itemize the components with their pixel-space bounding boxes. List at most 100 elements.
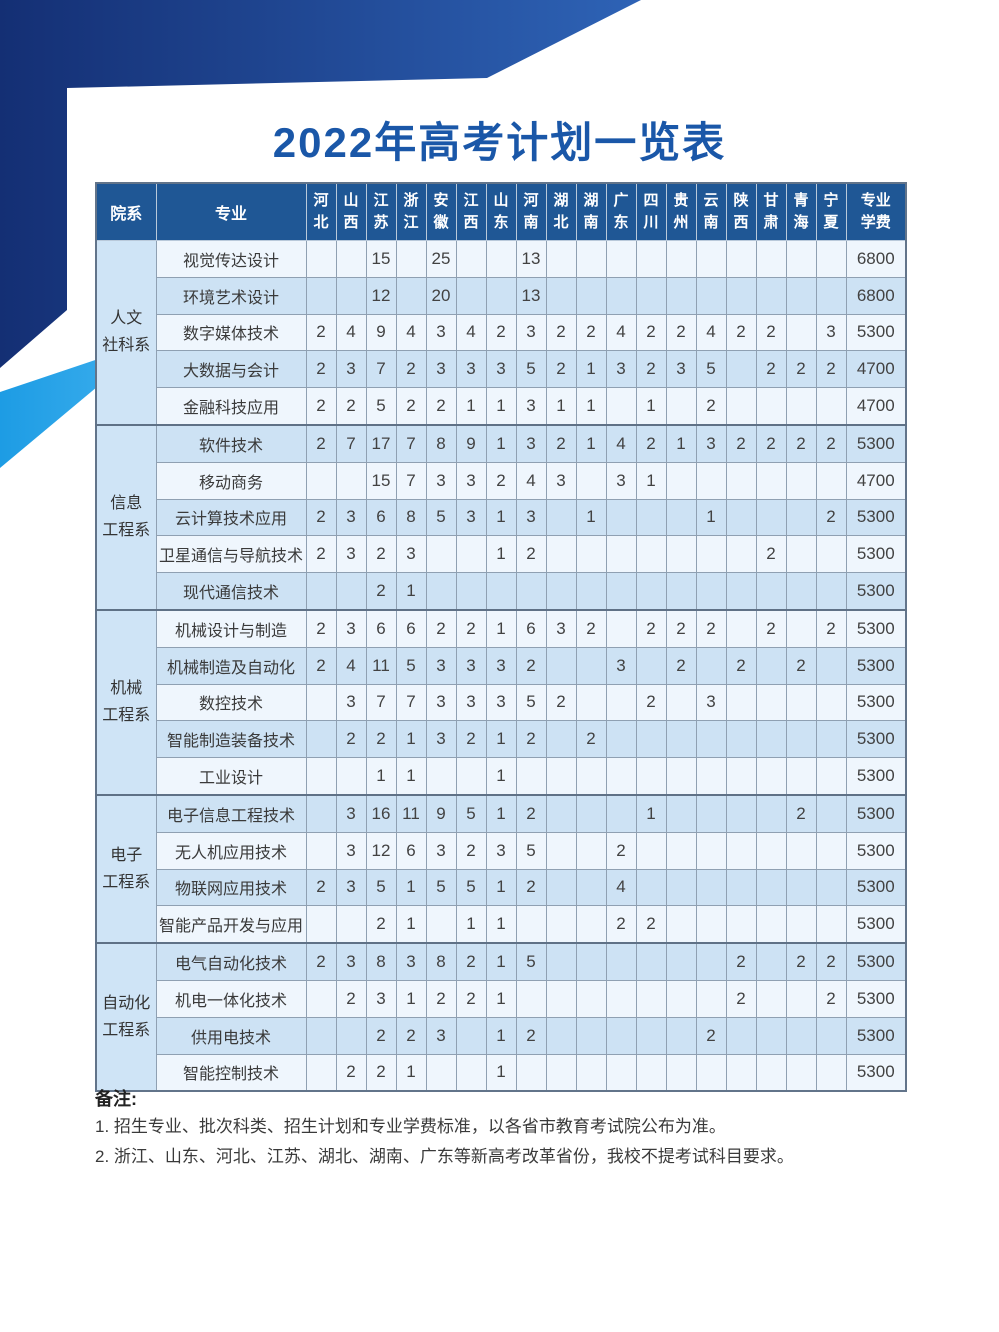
fee-cell: 5300 [845, 720, 907, 759]
plan-cell [545, 1016, 577, 1055]
major-cell: 电气自动化技术 [155, 942, 307, 981]
plan-cell: 2 [515, 793, 547, 833]
plan-cell: 2 [425, 608, 457, 648]
plan-cell [305, 276, 337, 315]
plan-cell [695, 942, 727, 981]
fee-cell: 5300 [845, 608, 907, 648]
plan-cell [695, 720, 727, 759]
fee-cell: 5300 [845, 313, 907, 352]
plan-cell: 1 [635, 793, 667, 833]
plan-cell: 1 [485, 868, 517, 907]
plan-cell: 1 [395, 905, 427, 944]
plan-cell [635, 831, 667, 870]
plan-cell [335, 461, 367, 500]
plan-cell: 2 [635, 608, 667, 648]
plan-cell [545, 793, 577, 833]
plan-cell [575, 905, 607, 944]
plan-cell [665, 572, 697, 611]
plan-cell: 1 [695, 498, 727, 537]
plan-cell [605, 720, 637, 759]
fee-cell: 5300 [845, 1053, 907, 1092]
plan-cell: 8 [425, 942, 457, 981]
plan-cell: 5 [695, 350, 727, 389]
plan-cell: 5 [365, 868, 397, 907]
header-province-湖南: 湖 南 [575, 182, 607, 241]
plan-cell [755, 683, 787, 722]
plan-cell [545, 720, 577, 759]
plan-cell: 1 [395, 572, 427, 611]
plan-cell: 2 [515, 720, 547, 759]
table-row: 现代通信技术 2 1 5300 [96, 572, 907, 611]
plan-cell [725, 350, 757, 389]
plan-cell: 3 [545, 608, 577, 648]
plan-cell: 3 [335, 831, 367, 870]
plan-cell [665, 240, 697, 278]
plan-cell: 4 [455, 313, 487, 352]
plan-cell: 1 [395, 979, 427, 1018]
plan-cell [455, 1053, 487, 1092]
plan-cell [725, 683, 757, 722]
plan-cell [755, 646, 787, 685]
header-province-江西: 江 西 [455, 182, 487, 241]
plan-cell: 1 [395, 1053, 427, 1092]
plan-cell [695, 905, 727, 944]
plan-cell: 5 [395, 646, 427, 685]
plan-cell [785, 683, 817, 722]
fee-cell: 5300 [845, 498, 907, 537]
plan-cell: 1 [485, 608, 517, 648]
plan-cell: 1 [575, 498, 607, 537]
plan-cell: 1 [485, 387, 517, 426]
plan-cell [515, 1053, 547, 1092]
fee-cell: 5300 [845, 535, 907, 574]
plan-cell: 2 [785, 793, 817, 833]
plan-cell [665, 942, 697, 981]
table-row: 机电一体化技术 2 3 1 2 2 1 2 2 5300 [96, 979, 907, 1018]
fee-cell: 4700 [845, 350, 907, 389]
plan-cell [575, 1016, 607, 1055]
plan-cell: 7 [395, 683, 427, 722]
plan-cell [725, 387, 757, 426]
plan-cell: 2 [695, 1016, 727, 1055]
plan-cell [785, 313, 817, 352]
plan-cell [545, 979, 577, 1018]
plan-cell: 3 [485, 646, 517, 685]
plan-cell [605, 387, 637, 426]
header-province-江苏: 江 苏 [365, 182, 397, 241]
plan-cell: 3 [815, 313, 847, 352]
plan-cell [785, 1016, 817, 1055]
plan-cell: 16 [365, 793, 397, 833]
plan-cell: 1 [485, 1016, 517, 1055]
plan-cell [695, 979, 727, 1018]
major-cell: 机械设计与制造 [155, 608, 307, 648]
plan-cell: 2 [785, 423, 817, 463]
plan-cell [455, 276, 487, 315]
plan-cell [605, 276, 637, 315]
plan-cell: 2 [815, 608, 847, 648]
plan-cell: 6 [515, 608, 547, 648]
plan-cell: 2 [395, 387, 427, 426]
plan-cell [725, 535, 757, 574]
plan-cell: 11 [365, 646, 397, 685]
plan-cell [575, 979, 607, 1018]
plan-cell: 2 [815, 942, 847, 981]
plan-cell [755, 905, 787, 944]
plan-cell: 7 [365, 350, 397, 389]
plan-cell [725, 793, 757, 833]
plan-cell: 1 [455, 387, 487, 426]
plan-cell [575, 461, 607, 500]
plan-cell [425, 572, 457, 611]
plan-cell: 2 [575, 608, 607, 648]
header-dept: 院系 [95, 182, 157, 241]
table-row: 信息 工程系 软件技术 2 7 17 7 8 9 1 3 2 1 4 2 1 3 2 2 2 2 5300 [95, 423, 907, 611]
plan-cell [785, 720, 817, 759]
plan-cell: 3 [335, 868, 367, 907]
plan-cell [755, 240, 787, 278]
plan-cell [725, 572, 757, 611]
plan-cell [665, 1053, 697, 1092]
plan-cell [815, 1053, 847, 1092]
plan-cell [575, 240, 607, 278]
note-item-1: 1. 招生专业、批次科类、招生计划和专业学费标准，以各省市教育考试院公布为准。 [95, 1117, 726, 1136]
major-cell: 电子信息工程技术 [155, 793, 307, 833]
plan-cell [755, 1016, 787, 1055]
plan-cell: 2 [455, 979, 487, 1018]
